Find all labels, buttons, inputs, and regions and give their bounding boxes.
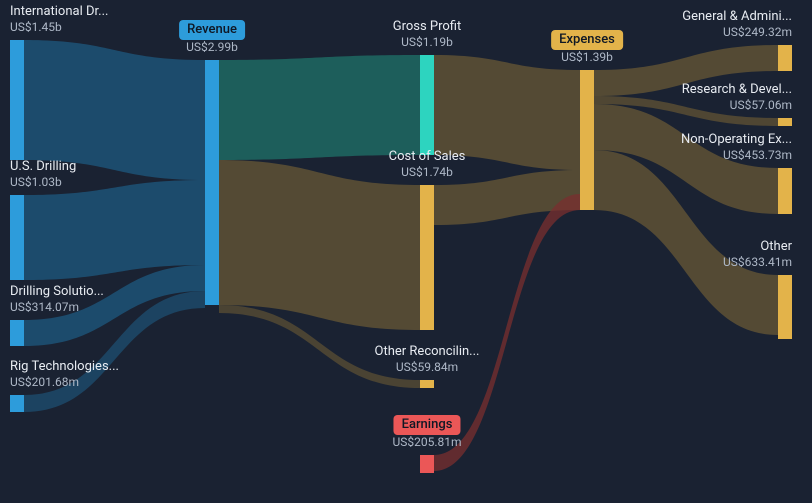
sankey-node-ga[interactable] bbox=[778, 45, 792, 71]
sankey-node-rev[interactable] bbox=[205, 60, 219, 305]
sankey-link bbox=[24, 180, 205, 280]
sankey-node-other[interactable] bbox=[778, 275, 792, 339]
sankey-link bbox=[219, 55, 420, 160]
sankey-node-exp[interactable] bbox=[580, 70, 594, 210]
sankey-svg bbox=[0, 0, 812, 503]
sankey-chart: International Dr...US$1.45bU.S. Drilling… bbox=[0, 0, 812, 503]
sankey-node-earn[interactable] bbox=[420, 455, 434, 473]
sankey-node-gross[interactable] bbox=[420, 55, 434, 155]
sankey-node-usd[interactable] bbox=[10, 195, 24, 280]
sankey-link bbox=[434, 194, 580, 471]
sankey-node-nonop[interactable] bbox=[778, 168, 792, 214]
sankey-node-dsol[interactable] bbox=[10, 320, 24, 346]
sankey-node-rd[interactable] bbox=[778, 118, 792, 126]
sankey-node-intl[interactable] bbox=[10, 40, 24, 160]
sankey-node-orec[interactable] bbox=[420, 380, 434, 388]
sankey-link bbox=[594, 45, 778, 96]
sankey-link bbox=[24, 40, 205, 180]
sankey-link bbox=[434, 55, 580, 170]
sankey-node-rig[interactable] bbox=[10, 395, 24, 412]
sankey-link bbox=[219, 160, 420, 330]
sankey-node-cost[interactable] bbox=[420, 185, 434, 330]
